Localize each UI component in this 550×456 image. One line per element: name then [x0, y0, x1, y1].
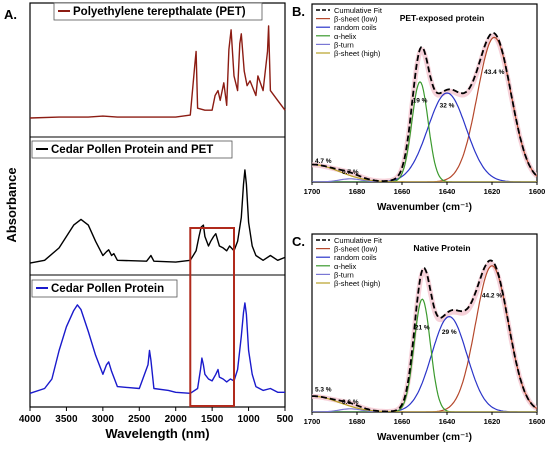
y-axis-title: Absorbance	[4, 167, 19, 242]
x-tick-label: 1620	[484, 187, 501, 196]
plot-frame	[29, 2, 286, 408]
component-curve	[312, 265, 537, 412]
x-axis-title: Wavelength (nm)	[105, 426, 209, 441]
legend-label: β-sheet (low)	[334, 245, 378, 254]
legend-box	[31, 279, 178, 298]
legend-label: Cedar Pollen Protein	[51, 283, 164, 295]
component-curve	[312, 163, 537, 182]
series-line	[29, 169, 286, 264]
legend-label: β-sheet (low)	[334, 15, 378, 24]
chart-title: Native Protein	[413, 243, 470, 253]
highlight-box	[189, 227, 236, 407]
x-axis-title: Wavenumber (cm⁻¹)	[377, 202, 472, 213]
legend-label: α-helix	[334, 262, 357, 271]
component-curve	[312, 81, 537, 182]
cumulative-fit-line	[312, 259, 537, 412]
data-label: 21 %	[415, 324, 430, 331]
data-label: 19 %	[413, 98, 428, 105]
legend-label: Polyethylene terepthalate (PET)	[73, 6, 246, 18]
data-label: 44.2 %	[482, 293, 502, 300]
component-curve	[312, 408, 537, 412]
x-tick-label: 1640	[439, 187, 456, 196]
data-label: 0.6 %	[342, 399, 359, 406]
x-tick-label: 1700	[304, 187, 321, 196]
plot-area	[312, 31, 537, 182]
data-label: 0.7 %	[342, 169, 359, 176]
x-tick-label: 1660	[394, 417, 411, 426]
x-axis-title: Wavenumber (cm⁻¹)	[377, 432, 472, 443]
legend-label: Cumulative Fit	[334, 6, 383, 15]
legend-label: Cumulative Fit	[334, 236, 383, 245]
x-tick-label: 3500	[55, 414, 78, 425]
x-tick-label: 1700	[304, 417, 321, 426]
component-curve	[312, 395, 537, 412]
x-tick-label: 1000	[237, 414, 260, 425]
legend-label: β-turn	[334, 270, 354, 279]
data-label: 5.3 %	[315, 386, 332, 393]
x-tick-label: 1600	[529, 417, 546, 426]
legend-label: β-turn	[334, 40, 354, 49]
component-curve	[312, 315, 537, 412]
panel-c: C. 44.2 % 29 % 21 % 0.6 % 5.3 % Cumulative Fit…	[292, 233, 546, 443]
legend-label: β-sheet (high)	[334, 279, 381, 288]
cumulative-fit-line	[312, 31, 537, 182]
x-tick-label: 1600	[529, 187, 546, 196]
legend-label: Cedar Pollen Protein and PET	[51, 144, 213, 156]
legend-label: random coils	[334, 253, 377, 262]
plot-area	[312, 259, 537, 412]
panel-a: A. Polyethylene terepthalate (PET) Cedar P…	[4, 2, 294, 441]
series-line	[29, 25, 286, 119]
x-tick-label: 1640	[439, 417, 456, 426]
data-label: 29 %	[442, 329, 457, 336]
data-label: 32 %	[440, 102, 455, 109]
component-curve	[312, 178, 537, 182]
panel-letter: B.	[292, 4, 305, 19]
legend-box	[31, 140, 233, 159]
panel-letter: C.	[292, 234, 305, 249]
x-tick-label: 3000	[92, 414, 115, 425]
x-tick-label: 1660	[394, 187, 411, 196]
legend-label: β-sheet (high)	[334, 49, 381, 58]
x-tick-label: 2500	[128, 414, 151, 425]
x-tick-label: 500	[277, 414, 294, 425]
data-label: 4.7 %	[315, 158, 332, 165]
x-tick-label: 1620	[484, 417, 501, 426]
data-label: 43.4 %	[484, 69, 504, 76]
x-tick-label: 2000	[165, 414, 188, 425]
chart-title: PET-exposed protein	[400, 13, 485, 23]
series-line	[29, 302, 285, 394]
legend-label: random coils	[334, 23, 377, 32]
x-tick-label: 4000	[19, 414, 42, 425]
x-tick-label: 1680	[349, 417, 366, 426]
panel-letter: A.	[4, 7, 17, 22]
panel-b: B. 43.4 % 32 % 19 % 0.7 % 4.7 % Cumulative Fit…	[292, 3, 546, 213]
legend-label: α-helix	[334, 32, 357, 41]
component-curve	[312, 92, 537, 182]
legend-box	[53, 2, 263, 21]
x-tick-label: 1500	[201, 414, 224, 425]
component-curve	[312, 298, 537, 412]
x-tick-label: 1680	[349, 187, 366, 196]
